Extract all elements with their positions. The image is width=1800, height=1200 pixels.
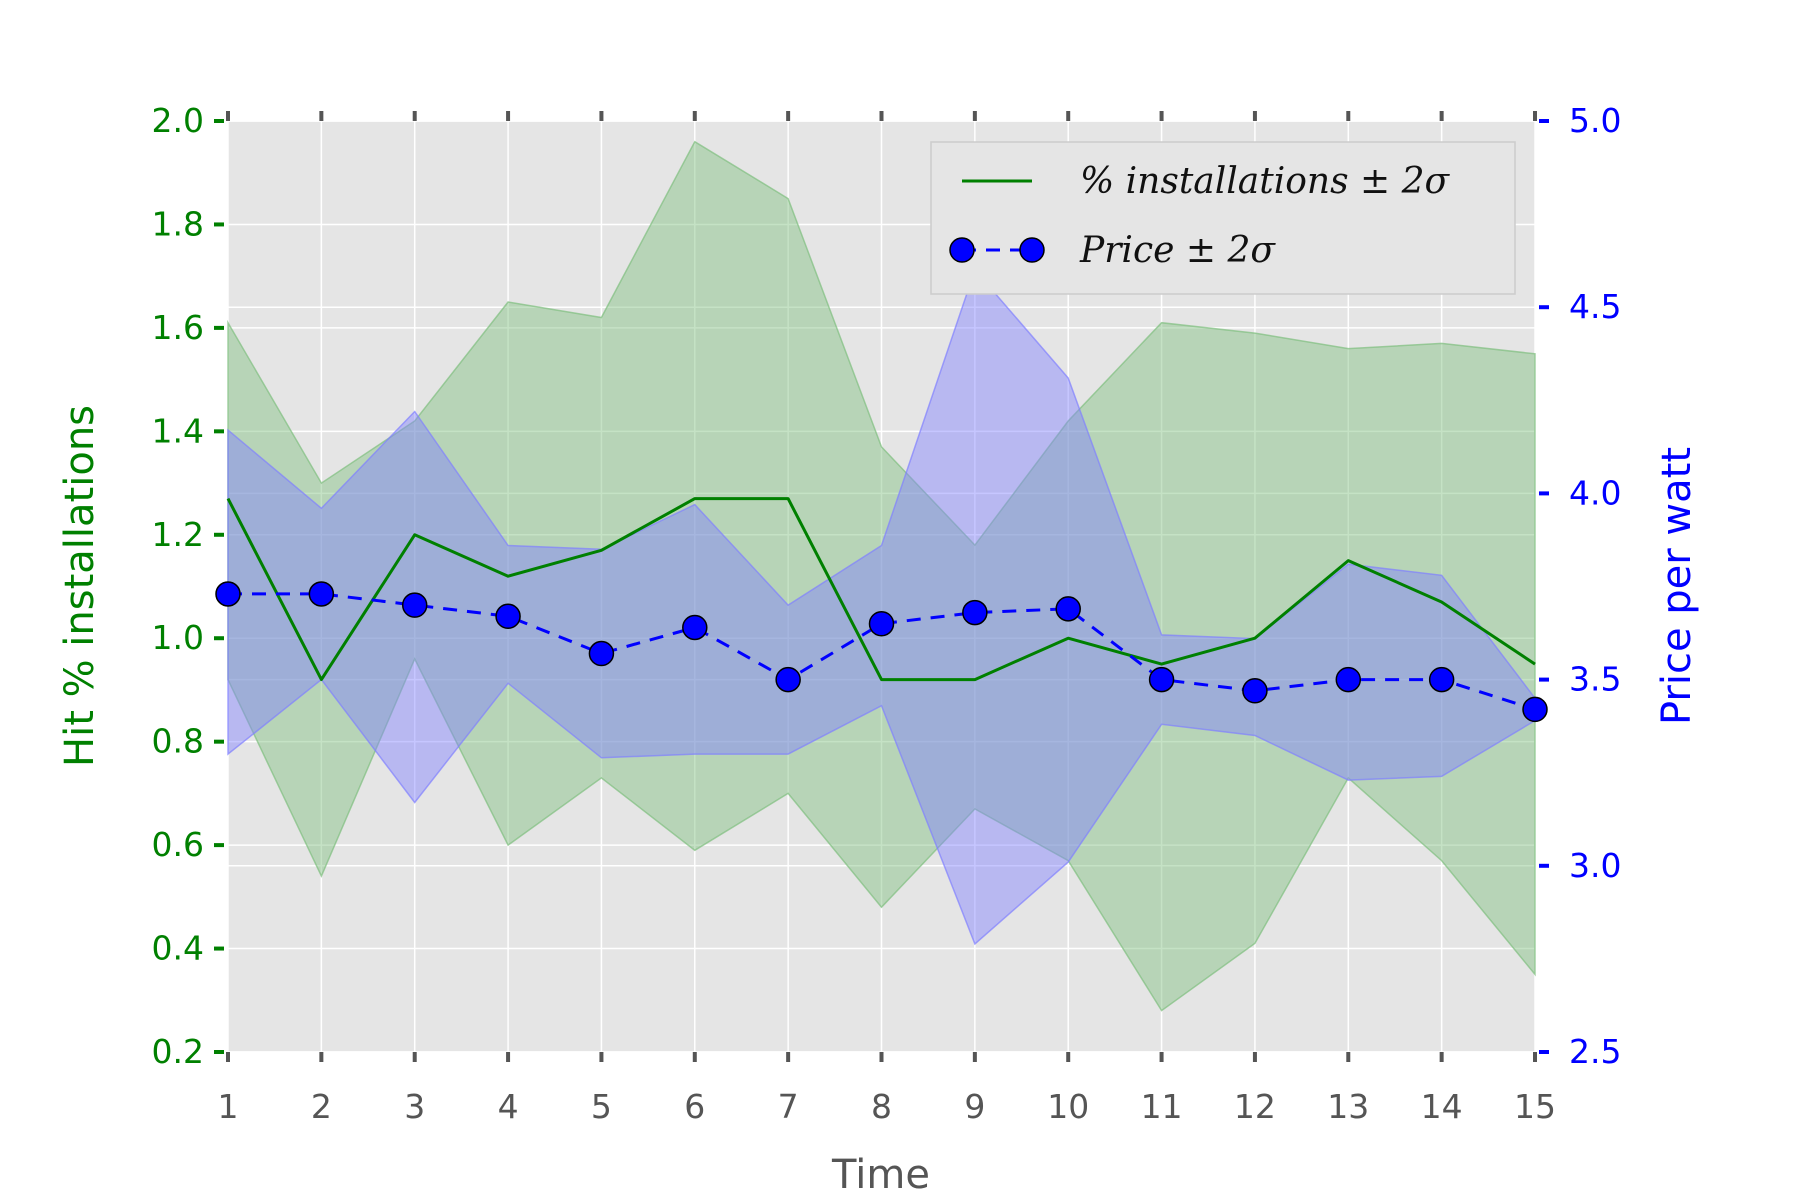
x-tick-label: 15 xyxy=(1514,1087,1556,1126)
x-tick-label: 9 xyxy=(964,1087,985,1126)
y-left-tick-label: 0.8 xyxy=(152,722,204,761)
y-right-tick-label: 4.0 xyxy=(1569,473,1621,512)
point-price xyxy=(401,592,428,618)
x-tick-label: 13 xyxy=(1327,1087,1369,1126)
point-price xyxy=(1055,596,1081,622)
bands xyxy=(227,140,1536,1012)
legend-label-price: Price ± 2σ xyxy=(1079,230,1276,271)
markers xyxy=(215,581,1548,723)
y-left-tick-label: 0.4 xyxy=(152,929,204,968)
y-right-tick-label: 2.5 xyxy=(1569,1032,1621,1071)
line-price xyxy=(228,592,1536,711)
point-price xyxy=(868,610,895,637)
y-left-tick-label: 1.4 xyxy=(152,411,204,450)
y-left-tick-label: 1.0 xyxy=(152,618,204,657)
point-price xyxy=(1335,666,1362,693)
axes xyxy=(214,111,1549,1062)
point-price xyxy=(1428,666,1455,693)
x-axis-label: Time xyxy=(831,1152,930,1198)
point-price xyxy=(308,581,335,607)
x-tick-label: 8 xyxy=(871,1087,892,1126)
x-tick-label: 10 xyxy=(1047,1087,1089,1126)
x-tick-label: 2 xyxy=(311,1087,332,1126)
legend-label-installations: % installations ± 2σ xyxy=(1080,161,1451,202)
x-tick-label: 5 xyxy=(591,1087,612,1126)
x-tick-label: 14 xyxy=(1421,1087,1463,1126)
line-installations xyxy=(226,497,1536,682)
legend: % installations ± 2σ Price ± 2σ xyxy=(930,141,1516,295)
point-price xyxy=(1242,678,1268,704)
y-left-tick-label: 1.2 xyxy=(152,515,204,554)
lines xyxy=(226,497,1536,711)
x-tick-label: 4 xyxy=(498,1087,519,1126)
y-left-tick-label: 2.0 xyxy=(152,101,204,140)
y-right-tick-label: 5.0 xyxy=(1569,101,1621,140)
point-price xyxy=(775,666,801,693)
x-tick-label: 3 xyxy=(404,1087,425,1126)
y-left-tick-label: 0.6 xyxy=(152,825,204,864)
tick-labels: 1 2 3 4 5 6 7 8 9 10 11 12 13 14 150.20.40.60.81.01.21… xyxy=(152,101,1622,1126)
point-price xyxy=(962,599,988,626)
y-right-tick-label: 3.0 xyxy=(1569,846,1621,885)
x-tick-label: 7 xyxy=(778,1087,799,1126)
y-right-tick-label: 3.5 xyxy=(1569,660,1621,699)
y-left-tick-label: 1.8 xyxy=(152,204,204,243)
legend-marker-price-1 xyxy=(949,237,975,263)
point-price xyxy=(495,603,521,630)
point-price xyxy=(1522,696,1548,723)
point-price xyxy=(588,640,615,667)
x-tick-label: 11 xyxy=(1141,1087,1183,1126)
legend-marker-price-2 xyxy=(1019,237,1045,263)
right-axis-label: Price per watt xyxy=(1654,447,1700,725)
y-left-tick-label: 0.2 xyxy=(152,1032,204,1071)
band-installations xyxy=(227,140,1536,1012)
legend-box xyxy=(930,141,1516,295)
x-tick-label: 12 xyxy=(1234,1087,1276,1126)
y-right-tick-label: 4.5 xyxy=(1569,287,1621,326)
left-axis-label: Hit % installations xyxy=(57,405,103,767)
y-left-tick-label: 1.6 xyxy=(152,308,204,347)
point-price xyxy=(1148,666,1175,693)
point-price xyxy=(215,581,241,607)
x-tick-label: 6 xyxy=(684,1087,705,1126)
x-tick-label: 1 xyxy=(218,1087,239,1126)
point-price xyxy=(682,614,708,641)
